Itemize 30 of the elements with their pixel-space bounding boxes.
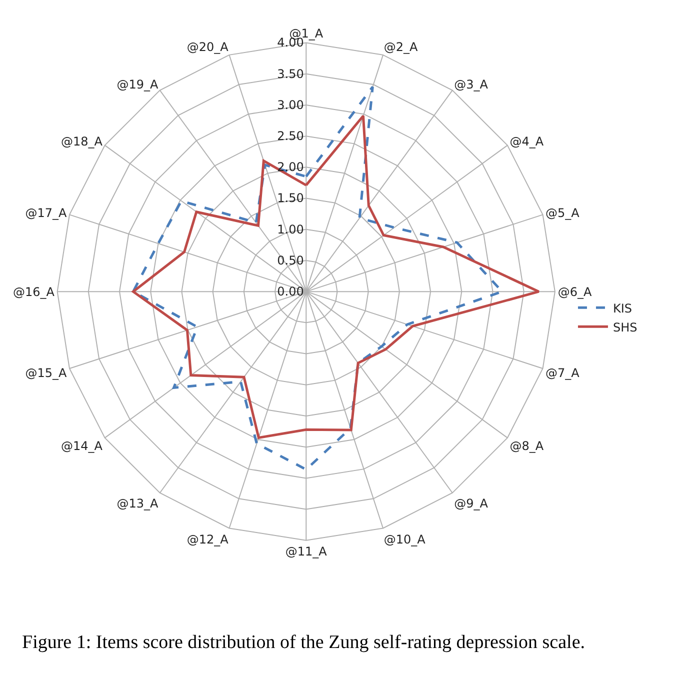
spoke-label: @12_A [186, 532, 230, 547]
y-tick-label: 1.00 [277, 222, 304, 236]
legend-label: SHS [612, 320, 638, 334]
y-tick-label: 2.00 [277, 160, 304, 174]
spoke-label: @13_A [116, 496, 159, 510]
spoke-label: @3_A [454, 77, 489, 92]
y-tick-label: 0.00 [277, 284, 304, 298]
spoke-label: @8_A [510, 438, 544, 453]
spoke-label: @19_A [116, 77, 159, 92]
spoke-label: @9_A [454, 496, 489, 510]
legend-label: KIS [612, 301, 632, 316]
y-tick-label: 1.50 [277, 191, 304, 206]
y-tick-label: 3.50 [277, 66, 304, 81]
spoke-label: @6_A [558, 284, 592, 299]
spoke-label: @17_A [25, 206, 68, 220]
spoke-label: @5_A [546, 206, 580, 220]
spoke-label: @10_A [384, 532, 426, 547]
spoke-label: @16_A [12, 284, 56, 299]
spoke-label: @14_A [61, 438, 104, 453]
y-tick-label: 0.50 [277, 253, 304, 268]
y-tick-label: 3.00 [277, 98, 304, 112]
caption: Figure 1: Items score distribution of the Zung self-rating depression scale. [22, 632, 586, 653]
y-tick-label: 2.50 [277, 128, 304, 143]
spoke-label: @2_A [384, 40, 419, 54]
spoke-label: @11_A [285, 544, 328, 558]
spoke-label: @7_A [546, 366, 580, 380]
spoke-label: @18_A [61, 134, 104, 149]
spoke-label: @4_A [510, 134, 544, 149]
spoke-label: @15_A [25, 366, 68, 380]
spoke-label: @20_A [186, 40, 230, 54]
